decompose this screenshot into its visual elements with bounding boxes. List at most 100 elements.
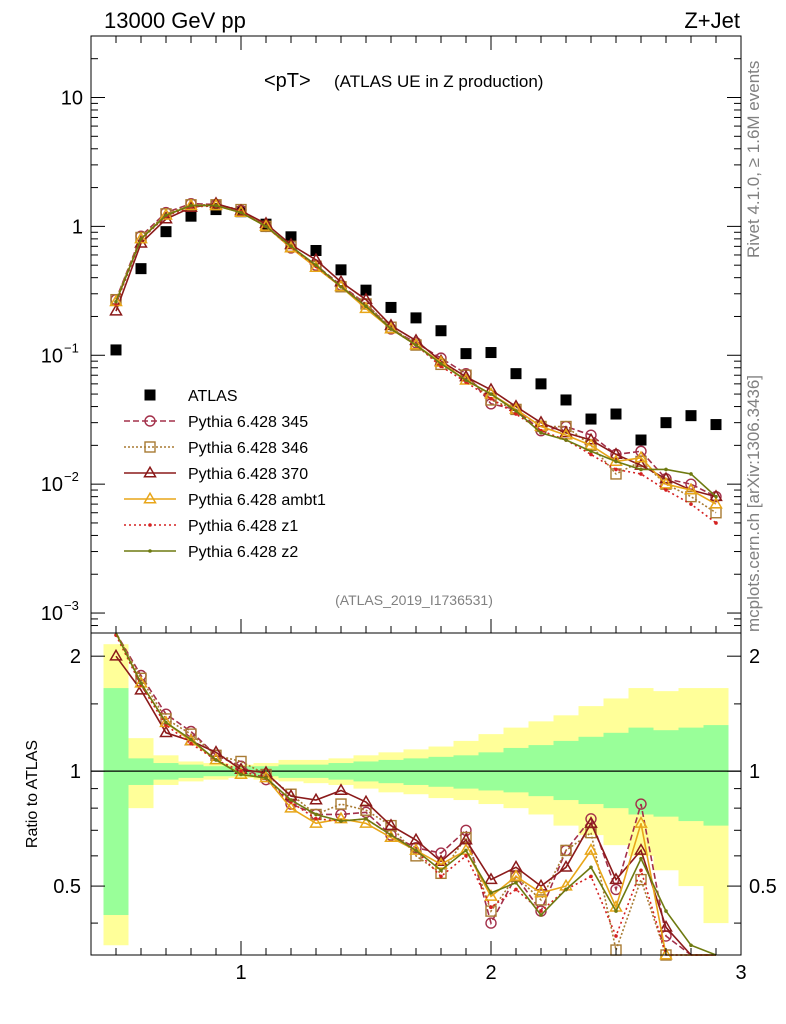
pythia-6-428-ambt1-point — [309, 260, 323, 272]
atlas-point — [510, 368, 522, 380]
plot-title-sub: (ATLAS UE in Z production) — [334, 72, 543, 91]
atlas-point — [310, 244, 322, 256]
pythia-6-428-z2-ratio-point — [339, 819, 343, 823]
pythia-6-428-370-point — [584, 432, 598, 445]
pythia-6-428-z1-point — [639, 472, 643, 476]
pythia-6-428-z2-point — [114, 299, 118, 304]
pythia-6-428-z2-point — [514, 409, 518, 413]
rivet-version-label: Rivet 4.1.0, ≥ 1.6M events — [744, 61, 763, 258]
ratio-tick-label-right: 0.5 — [749, 876, 777, 898]
pythia-6-428-z1-point — [664, 488, 668, 492]
pythia-6-428-ambt1-ratio-point — [434, 857, 448, 869]
pythia-6-428-370-ratio-point — [209, 745, 223, 757]
atlas-point — [360, 284, 372, 296]
pythia-6-428-ambt1-point — [209, 198, 223, 211]
pythia-6-428-346-ratio-point — [460, 831, 472, 844]
y-tick-label: 10 — [41, 474, 63, 496]
pythia-6-428-z2-point — [189, 203, 193, 208]
pythia-6-428-ambt1-point — [384, 321, 398, 334]
pythia-6-428-z2-point — [314, 263, 318, 267]
legend-marker-pythia-6-428-ambt1 — [143, 491, 157, 504]
pythia-6-428-ambt1-point — [184, 198, 198, 211]
plot-title-main: <pT> — [264, 70, 311, 92]
pythia-6-428-z2-ratio-point — [214, 758, 218, 762]
pythia-6-428-z2-point — [639, 467, 643, 472]
pythia-6-428-z1-ratio-point — [489, 905, 493, 910]
y-tick-label: 1 — [72, 216, 83, 238]
pythia-6-428-z1-ratio-point — [189, 741, 193, 746]
ratio-band-green — [703, 725, 729, 826]
ratio-band-green — [653, 730, 679, 817]
pythia-6-428-z1-ratio-point — [539, 909, 543, 913]
pythia-6-428-370-point — [109, 303, 123, 316]
process-label: Z+Jet — [684, 8, 740, 33]
pythia-6-428-z2-point — [239, 210, 243, 215]
pythia-6-428-z2-ratio-point — [589, 865, 593, 870]
pythia-6-428-346-ratio-point — [635, 873, 647, 886]
ratio-tick-label-right: 1 — [749, 761, 760, 783]
pythia-6-428-346-ratio-point — [560, 844, 572, 857]
ratio-tick-label: 1 — [70, 761, 81, 783]
pythia-6-428-ambt1-line — [115, 204, 717, 505]
ratio-plot-panel: 0.5 0.5 1 1 2 2 Ratio to ATLAS — [24, 632, 777, 961]
pythia-6-428-z2-ratio-point — [289, 798, 293, 802]
pythia-6-428-346-point — [560, 420, 572, 433]
pythia-6-428-370-point — [559, 425, 573, 438]
main-plot-marks — [109, 196, 723, 525]
ratio-band-green — [578, 736, 604, 805]
pythia-6-428-z2-ratio-point — [564, 887, 568, 892]
atlas-point — [335, 264, 347, 276]
pythia-6-428-ambt1-point — [584, 438, 598, 450]
mcplots-source-label: mcplots.cern.ch [arXiv:1306.3436] — [744, 375, 763, 632]
ratio-band-green — [103, 688, 129, 916]
ratio-tick-label-right: 2 — [749, 646, 760, 668]
pythia-6-428-z2-point — [439, 361, 443, 366]
pythia-6-428-345-ratio-point — [485, 917, 497, 929]
pythia-6-428-z1-ratio-point — [439, 874, 443, 879]
ratio-tick-label: 0.5 — [53, 876, 81, 898]
y-tick-exponent: −1 — [64, 340, 79, 355]
legend-marker-pythia-6-428-345 — [144, 415, 156, 427]
ratio-plot-marks — [109, 632, 717, 961]
pythia-6-428-z2-ratio-point — [164, 720, 168, 725]
pythia-6-428-ambt1-ratio-point — [309, 816, 323, 828]
x-tick-label: 1 — [235, 962, 246, 984]
legend-label-pythia-6-428-346: Pythia 6.428 346 — [188, 440, 308, 457]
atlas-point — [485, 347, 497, 359]
pythia-6-428-ambt1-point — [334, 279, 348, 292]
ratio-uncertainty-bands — [91, 644, 741, 946]
pythia-6-428-ambt1-ratio-point — [509, 869, 523, 881]
pythia-6-428-ambt1-ratio-point — [634, 816, 648, 828]
pythia-6-428-346-point — [685, 490, 697, 503]
legend-label-atlas: ATLAS — [188, 388, 238, 405]
atlas-point — [435, 325, 447, 337]
pythia-6-428-346-ratio-point — [335, 798, 347, 810]
pythia-6-428-z1-point — [514, 412, 518, 416]
pythia-6-428-345-point — [685, 478, 697, 490]
pythia-6-428-370-point — [234, 203, 248, 216]
pythia-6-428-z2-ratio-point — [189, 737, 193, 742]
pythia-6-428-z2-point — [664, 467, 668, 472]
pythia-6-428-z2-ratio-point — [489, 891, 493, 895]
y-tick-exponent: −2 — [64, 469, 79, 484]
pythia-6-428-370-point — [659, 471, 673, 484]
x-axis: 1 2 3 — [115, 36, 747, 984]
pythia-6-428-370-ratio-point — [109, 648, 123, 661]
pythia-6-428-370-ratio-point — [334, 783, 348, 795]
pythia-6-428-z2-point — [464, 378, 468, 383]
pythia-6-428-z1-ratio-point — [314, 817, 318, 821]
atlas-point — [285, 231, 297, 243]
pythia-6-428-ambt1-ratio-point — [584, 843, 598, 855]
pythia-6-428-ambt1-point — [659, 476, 673, 489]
atlas-point — [685, 410, 697, 422]
x-tick-label: 3 — [735, 962, 746, 984]
ratio-tick-label: 2 — [70, 646, 81, 668]
ratio-band-green — [678, 727, 704, 822]
atlas-point — [710, 419, 722, 431]
pythia-6-428-z2-ratio-point — [614, 909, 618, 913]
legend: ATLAS Pythia 6.428 345 Pythia 6.428 346 Pyt… — [124, 388, 326, 561]
ratio-band-green — [503, 747, 529, 793]
pythia-6-428-370-ratio-point — [659, 920, 673, 932]
pythia-6-428-z2-ratio-point — [639, 856, 643, 861]
